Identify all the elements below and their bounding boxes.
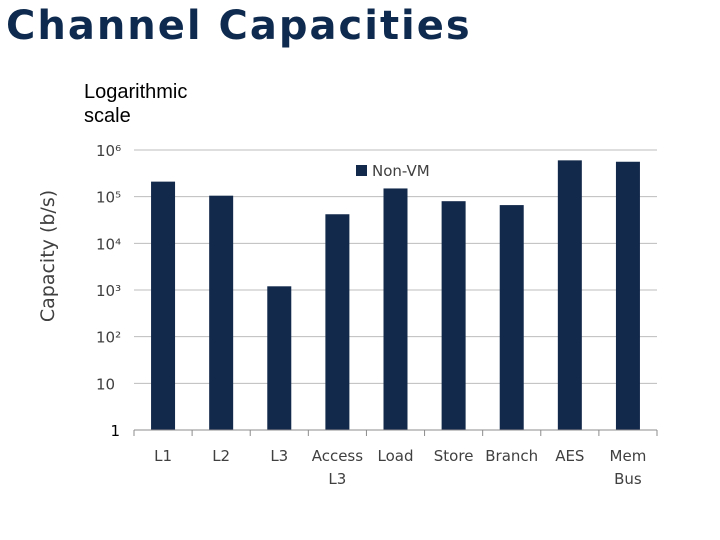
bar-load	[383, 188, 408, 430]
y-tick-label: 10⁶	[96, 142, 121, 160]
legend: Non-VM	[356, 162, 430, 180]
y-tick-label: 1	[110, 422, 120, 440]
y-tick-label: 10	[96, 375, 115, 393]
y-tick-label: 10³	[96, 282, 121, 300]
labels: 1 10 10² 10³ 10⁴ 10⁵ 10⁶ L1 L2 L3 Access L3 Load Stor…	[96, 142, 646, 488]
bar-aes	[557, 160, 582, 430]
x-tick-label: Load	[378, 447, 414, 465]
x-tick-label: Store	[434, 447, 474, 465]
x-tick-label: L1	[154, 447, 172, 465]
x-tick-label: L2	[212, 447, 230, 465]
bar-l1	[151, 181, 176, 430]
x-tick-label: L3	[270, 447, 288, 465]
page-title: Channel Capacities	[6, 3, 472, 49]
x-tick-label: Mem Bus	[610, 447, 647, 488]
legend-swatch	[356, 165, 367, 176]
legend-label: Non-VM	[372, 162, 430, 180]
bar-access-l3	[325, 214, 350, 430]
bar-l2	[209, 195, 234, 430]
bar-branch	[499, 205, 524, 430]
bar-mem-bus	[615, 161, 640, 430]
y-tick-label: 10²	[96, 329, 121, 347]
y-axis-label: Capacity (b/s)	[37, 190, 59, 322]
bar-store	[441, 201, 466, 430]
y-tick-label: 10⁵	[96, 189, 121, 207]
y-tick-label: 10⁴	[96, 235, 121, 253]
x-tick-label: AES	[555, 447, 584, 465]
x-tick-label: Branch	[485, 447, 538, 465]
scale-note: Logarithmic scale	[84, 81, 188, 127]
axes	[133, 429, 658, 436]
bar-l3	[267, 286, 292, 430]
x-tick-label: Access L3	[312, 447, 364, 488]
bars	[151, 160, 640, 430]
